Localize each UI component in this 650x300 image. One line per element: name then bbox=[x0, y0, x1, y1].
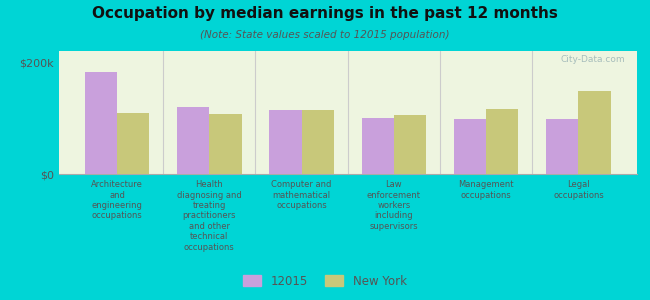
Text: Legal
occupations: Legal occupations bbox=[553, 180, 604, 200]
Bar bbox=[361, 118, 394, 174]
Bar bbox=[209, 114, 242, 174]
Bar bbox=[117, 112, 150, 174]
Bar bbox=[177, 107, 209, 174]
Bar bbox=[546, 119, 578, 174]
Legend: 12015, New York: 12015, New York bbox=[240, 271, 410, 291]
Text: Health
diagnosing and
treating
practitioners
and other
technical
occupations: Health diagnosing and treating practitio… bbox=[177, 180, 242, 251]
Text: City-Data.com: City-Data.com bbox=[561, 55, 625, 64]
Text: Occupation by median earnings in the past 12 months: Occupation by median earnings in the pas… bbox=[92, 6, 558, 21]
Bar bbox=[454, 119, 486, 174]
Bar bbox=[269, 110, 302, 174]
Text: Architecture
and
engineering
occupations: Architecture and engineering occupations bbox=[91, 180, 143, 220]
Bar bbox=[394, 115, 426, 174]
Bar bbox=[302, 110, 334, 174]
Text: Computer and
mathematical
occupations: Computer and mathematical occupations bbox=[272, 180, 332, 210]
Text: Management
occupations: Management occupations bbox=[458, 180, 514, 200]
Text: Law
enforcement
workers
including
supervisors: Law enforcement workers including superv… bbox=[367, 180, 421, 231]
Bar bbox=[578, 91, 611, 174]
Text: (Note: State values scaled to 12015 population): (Note: State values scaled to 12015 popu… bbox=[200, 30, 450, 40]
Bar bbox=[84, 72, 117, 174]
Bar bbox=[486, 109, 519, 174]
